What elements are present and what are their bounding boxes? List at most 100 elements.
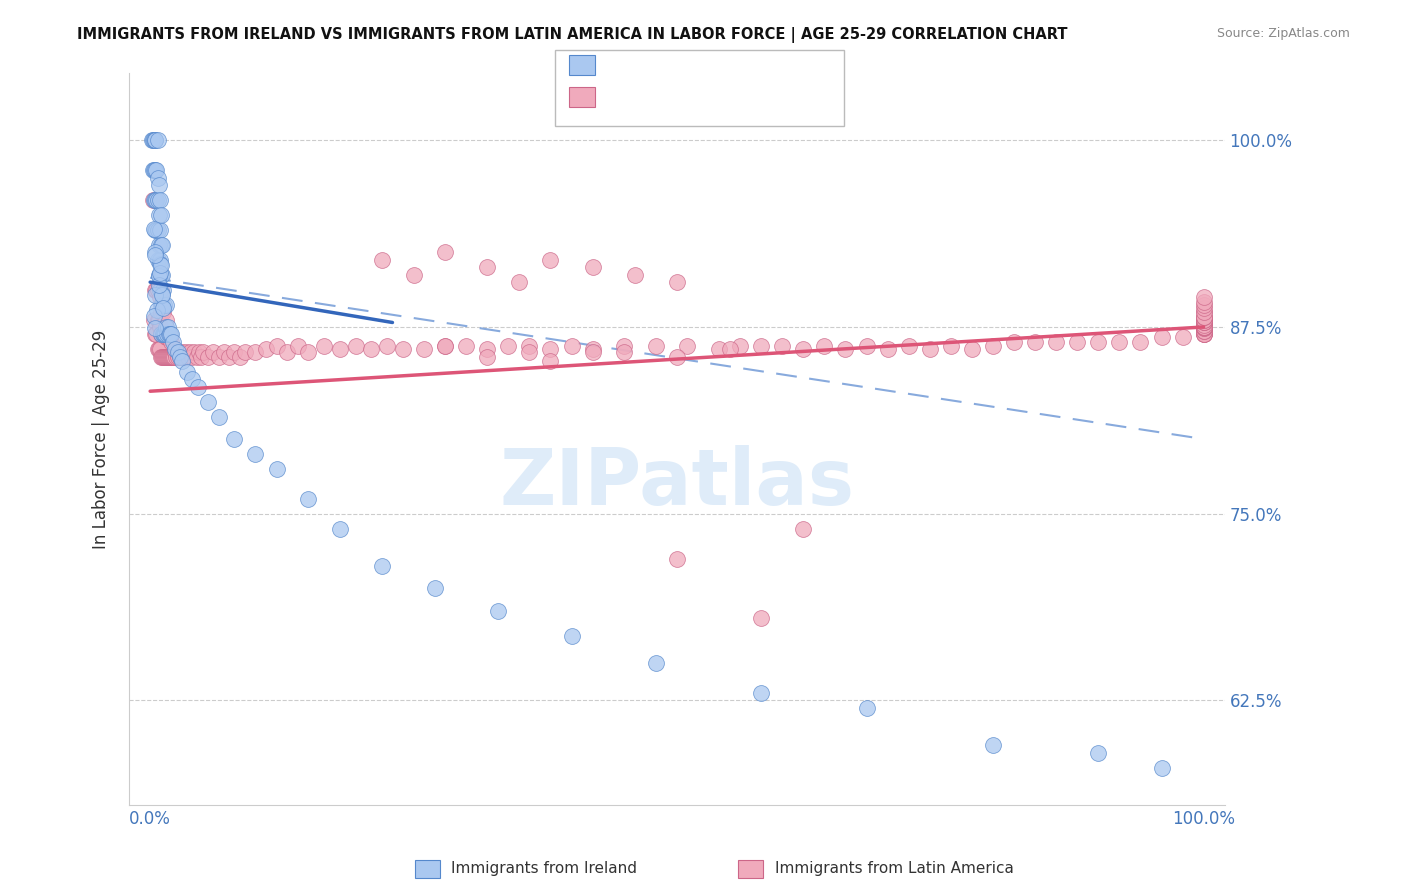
- Point: [187, 345, 209, 359]
- Point: [145, 327, 167, 342]
- Text: N =: N =: [721, 56, 752, 74]
- Point: [143, 312, 166, 326]
- Point: [148, 237, 170, 252]
- Point: [918, 343, 941, 357]
- Point: [143, 245, 166, 260]
- Point: [1192, 318, 1215, 333]
- Point: [245, 345, 267, 359]
- Point: [519, 345, 541, 359]
- Point: [155, 330, 177, 344]
- Point: [477, 343, 499, 357]
- Point: [148, 268, 170, 282]
- Point: [813, 339, 835, 353]
- Point: [1192, 305, 1215, 319]
- Text: Source: ZipAtlas.com: Source: ZipAtlas.com: [1216, 27, 1350, 40]
- Point: [834, 343, 856, 357]
- Point: [146, 223, 169, 237]
- Point: [1192, 312, 1215, 326]
- Point: [157, 330, 180, 344]
- Point: [1192, 320, 1215, 334]
- Point: [142, 133, 165, 147]
- Point: [169, 350, 191, 364]
- Point: [665, 275, 688, 289]
- Text: 146: 146: [761, 88, 796, 106]
- Point: [1192, 320, 1215, 334]
- Point: [155, 320, 177, 334]
- Point: [187, 380, 209, 394]
- Point: [1087, 334, 1109, 349]
- Point: [434, 339, 457, 353]
- Point: [392, 343, 415, 357]
- Point: [159, 350, 181, 364]
- Point: [1150, 330, 1173, 344]
- Point: [155, 312, 177, 326]
- Point: [197, 350, 219, 364]
- Point: [477, 350, 499, 364]
- Point: [960, 343, 983, 357]
- Point: [1192, 327, 1215, 342]
- Point: [456, 339, 478, 353]
- Text: ZIPatlas: ZIPatlas: [499, 445, 855, 521]
- Point: [149, 290, 172, 304]
- Point: [207, 350, 229, 364]
- Point: [174, 345, 197, 359]
- Point: [157, 327, 180, 342]
- Point: [749, 339, 772, 353]
- Point: [143, 321, 166, 335]
- Point: [224, 345, 246, 359]
- Point: [434, 339, 457, 353]
- Point: [149, 266, 172, 280]
- Text: Immigrants from Latin America: Immigrants from Latin America: [775, 862, 1014, 876]
- Point: [1192, 316, 1215, 330]
- Point: [1192, 327, 1215, 342]
- Point: [581, 343, 603, 357]
- Point: [143, 288, 166, 302]
- Point: [162, 350, 184, 364]
- Point: [145, 327, 167, 342]
- Text: 0.226: 0.226: [648, 88, 700, 106]
- Point: [162, 334, 184, 349]
- Point: [540, 252, 562, 267]
- Point: [179, 345, 201, 359]
- Point: [145, 283, 167, 297]
- Point: [145, 193, 167, 207]
- Point: [1192, 321, 1215, 335]
- Text: Immigrants from Ireland: Immigrants from Ireland: [451, 862, 637, 876]
- Point: [149, 320, 172, 334]
- Point: [145, 133, 167, 147]
- Point: [145, 283, 167, 297]
- Point: [149, 193, 172, 207]
- Text: -0.021: -0.021: [648, 56, 707, 74]
- Point: [1192, 320, 1215, 334]
- Point: [145, 163, 167, 178]
- Point: [233, 345, 256, 359]
- Point: [1192, 325, 1215, 339]
- Point: [146, 193, 169, 207]
- Point: [160, 334, 183, 349]
- Point: [150, 297, 173, 311]
- Point: [218, 350, 240, 364]
- Point: [1192, 321, 1215, 335]
- Point: [312, 339, 335, 353]
- Point: [149, 237, 172, 252]
- Point: [149, 343, 172, 357]
- Point: [1192, 312, 1215, 326]
- Point: [581, 345, 603, 359]
- Point: [613, 345, 636, 359]
- Point: [159, 330, 181, 344]
- Point: [375, 339, 398, 353]
- Point: [266, 462, 288, 476]
- Point: [519, 339, 541, 353]
- Point: [173, 350, 195, 364]
- Point: [157, 350, 180, 364]
- Point: [149, 305, 172, 319]
- Point: [181, 350, 204, 364]
- Point: [1171, 330, 1194, 344]
- Point: [143, 163, 166, 178]
- Point: [150, 258, 173, 272]
- Point: [939, 339, 962, 353]
- Point: [163, 350, 186, 364]
- Point: [149, 252, 172, 267]
- Point: [157, 320, 180, 334]
- Point: [254, 343, 277, 357]
